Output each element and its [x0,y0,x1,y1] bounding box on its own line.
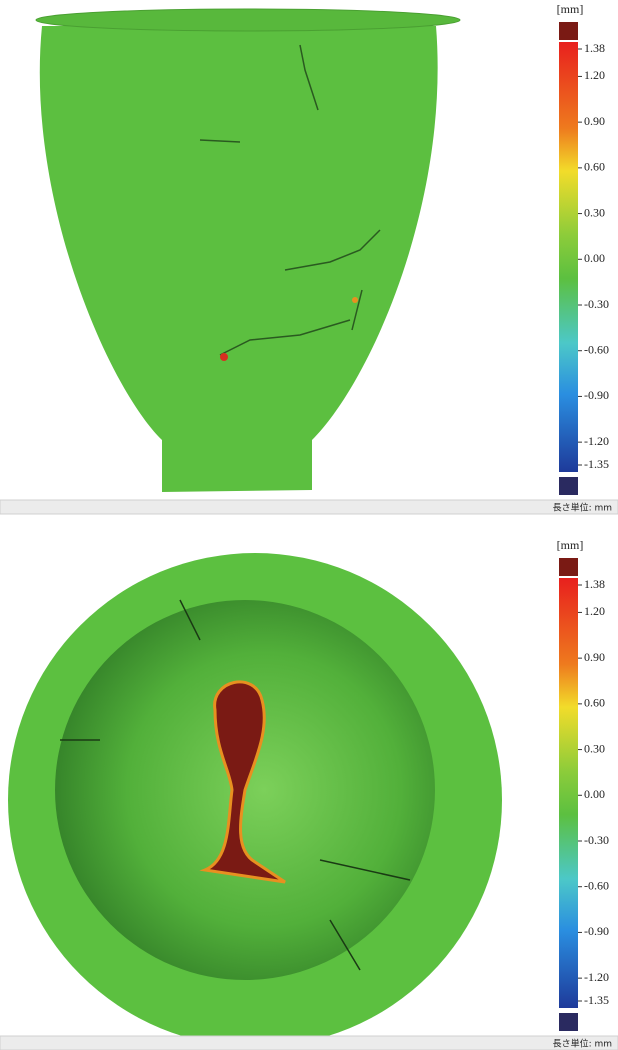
under-range-swatch [559,1013,578,1031]
unit-label: [mm] [557,538,584,552]
scale-tick-label: 0.30 [584,205,605,219]
over-range-swatch [559,558,578,576]
over-range-swatch [559,22,578,40]
under-range-swatch [559,477,578,495]
vessel-body [40,26,438,492]
scale-tick-label: -0.60 [584,878,609,892]
scale-tick-label: -0.30 [584,297,609,311]
top-view [8,553,502,1047]
scale-tick-label: 1.20 [584,604,605,618]
scale-tick-label: -1.35 [584,993,609,1007]
scale-tick-label: 1.38 [584,577,605,591]
scale-tick-label: -0.90 [584,924,609,938]
scale-tick-label: -0.90 [584,388,609,402]
color-scale [559,42,578,472]
scale-tick-label: 0.30 [584,741,605,755]
scale-tick-label: 1.20 [584,68,605,82]
screenshot: [mm] 1.38 1.20 0.90 0.60 0.30 0.00 -0.30 -0.60 -0… [0,0,618,1050]
scale-tick-label: -1.35 [584,457,609,471]
vessel-rim [36,9,460,31]
status-bar [0,500,618,514]
status-bar [0,1036,618,1050]
hotspot [352,297,358,303]
hotspot [220,353,228,361]
color-scale [559,578,578,1008]
scale-tick-label: 1.38 [584,41,605,55]
units-note: 長さ単位: mm [553,502,612,514]
scale-tick-label: 0.00 [584,251,605,265]
scale-tick-label: 0.60 [584,696,605,710]
scale-tick-label: 0.90 [584,114,605,128]
scale-tick-label: 0.90 [584,650,605,664]
scale-tick-label: -1.20 [584,970,609,984]
units-note: 長さ単位: mm [553,1038,612,1050]
side-view [36,9,460,492]
scale-tick-label: 0.00 [584,787,605,801]
unit-label: [mm] [557,2,584,16]
scale-tick-label: -0.60 [584,342,609,356]
scale-tick-label: 0.60 [584,160,605,174]
scale-tick-label: -0.30 [584,833,609,847]
scale-tick-label: -1.20 [584,434,609,448]
